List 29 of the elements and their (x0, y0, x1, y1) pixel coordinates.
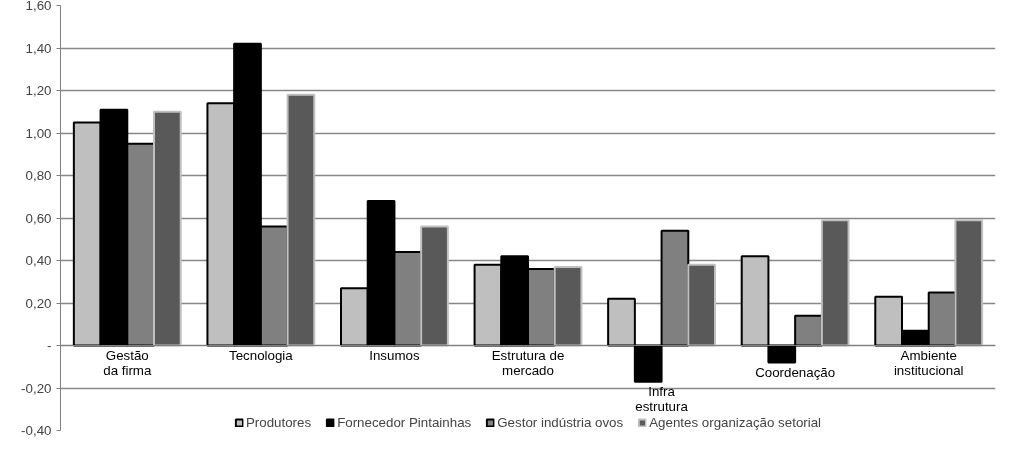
y-tick-label: 1,60 (25, 0, 52, 13)
bar (553, 265, 583, 347)
bar (153, 110, 182, 347)
bar (820, 219, 850, 347)
x-tick-label: Ambiente institucional (893, 347, 964, 378)
y-tick-label: -0,20 (21, 380, 52, 396)
x-tick-label: Estrutura de mercado (491, 347, 565, 378)
y-tick-label: - (47, 338, 52, 353)
y-tick-label: 1,20 (25, 83, 52, 98)
y-tick-label: -0,40 (21, 423, 52, 438)
bar (687, 263, 716, 347)
y-tick-label: 0,80 (25, 168, 52, 183)
legend-label: Produtores (245, 415, 312, 430)
bar (286, 93, 316, 347)
bar (954, 219, 984, 347)
x-tick-label: Coordenação (755, 364, 836, 380)
legend-label: Agentes organização setorial (649, 415, 822, 430)
y-tick-label: 1,40 (25, 40, 52, 56)
y-tick-label: 0,40 (25, 253, 52, 268)
x-tick-label: Gestão da firma (103, 347, 152, 378)
y-tick-label: 0,60 (25, 210, 52, 226)
x-tick-label: Tecnologia (228, 347, 294, 363)
y-tick-label: 1,00 (25, 125, 52, 141)
y-tick-label: 0,20 (25, 295, 52, 311)
x-tick-label: Infra estrutura (635, 383, 689, 414)
legend-label: Gestor indústria ovos (497, 415, 624, 430)
x-tick-label: Insumos (369, 347, 420, 363)
bar (420, 225, 449, 347)
legend-label: Fornecedor Pintainhas (337, 415, 472, 430)
